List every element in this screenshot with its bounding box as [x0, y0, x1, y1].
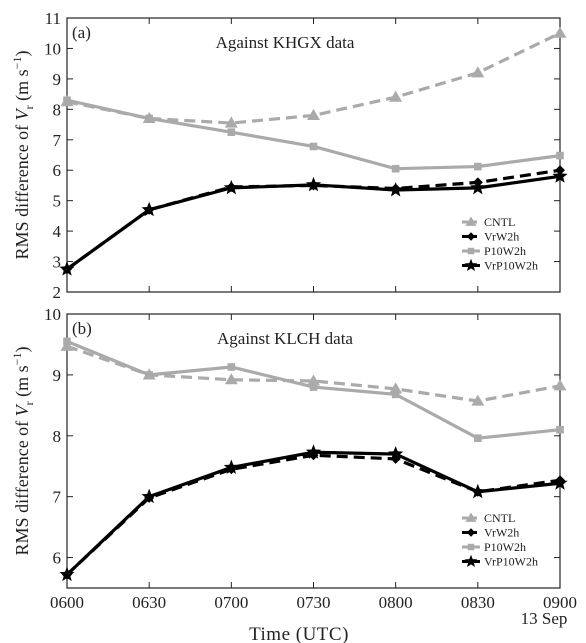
- panel-a-ytick-label: 3: [53, 253, 62, 272]
- panel-a-series-cntl-point: [389, 90, 403, 102]
- panel-b-series-cntl-point: [224, 373, 238, 385]
- panel-b-ytick-label: 6: [53, 549, 62, 568]
- panel-a-series-p10w2h-point: [227, 128, 236, 136]
- panel-a-series-p10w2h-point: [63, 96, 71, 104]
- panel-a-legend-marker: [464, 258, 478, 271]
- panel-a-series-vrp10w2h-point: [552, 168, 568, 183]
- panel-b-legend-marker: [465, 512, 477, 522]
- panel-b: 6 7 8 9 10 0600 0630 0700 0730 0800 0830 0900 (b) Aga…: [10, 305, 577, 612]
- panel-b-series-vrp10w2h-point: [552, 475, 568, 490]
- panels-group: 2 3 4 5 6 7 8 9 10 11 (a) Against KHGX data RMS diff…: [10, 9, 577, 612]
- panel-a-series-cntl-point: [471, 66, 485, 78]
- panel-b-legend-label: VrW2h: [484, 526, 519, 540]
- x-tick-label: 0730: [297, 593, 331, 612]
- panel-a-series-p10w2h-point: [556, 151, 564, 160]
- panel-b-legend-marker: [464, 554, 478, 567]
- x-tick-label: 0700: [214, 593, 248, 612]
- panel-b-ytick-label: 7: [53, 488, 62, 507]
- panel-a-legend-marker: [467, 247, 475, 255]
- panel-a-ytick-label: 11: [45, 9, 61, 28]
- x-axis-label: Time (UTC): [249, 624, 349, 643]
- panel-a-legend-label: VrP10W2h: [484, 259, 538, 273]
- panel-a: 2 3 4 5 6 7 8 9 10 11 (a) Against KHGX data RMS diff…: [10, 9, 568, 302]
- panel-a-legend-label: P10W2h: [484, 244, 526, 258]
- panel-a-title: Against KHGX data: [216, 33, 355, 52]
- panel-b-series-cntl-line: [66, 344, 561, 403]
- panel-a-legend-label: VrW2h: [484, 230, 519, 244]
- panel-b-ytick-label: 8: [53, 427, 62, 446]
- panel-b-series-p10w2h-point: [391, 390, 400, 399]
- panel-b-series-cntl: [60, 339, 567, 406]
- panel-a-series-p10w2h-point: [391, 164, 400, 173]
- panel-b-series-cntl-point: [471, 394, 485, 406]
- panel-a-series-vrp10w2h-point: [305, 176, 322, 192]
- x-tick-label: 0900: [543, 593, 577, 612]
- panel-a-series-cntl-point: [224, 116, 238, 128]
- panel-b-y-axis-label: RMS difference of Vr (m s−1): [10, 347, 36, 556]
- panel-a-series-vrp10w2h-point: [141, 201, 157, 217]
- panel-b-series-p10w2h-point: [63, 337, 71, 346]
- panel-b-label: (b): [72, 319, 92, 338]
- panel-a-ytick-label: 6: [53, 161, 62, 180]
- x-tick-label: 0830: [461, 593, 495, 612]
- panel-b-series-p10w2h-point: [145, 371, 153, 379]
- panel-b-legend-marker: [467, 543, 475, 551]
- panel-a-series-cntl-point: [307, 108, 320, 120]
- panel-a-series-vrp10w2h-point: [223, 179, 239, 195]
- panel-a-ytick-label: 7: [53, 131, 62, 150]
- panel-b-series-p10w2h-point: [227, 363, 236, 371]
- panel-a-series-cntl-point: [553, 26, 567, 38]
- panel-b-series-p10w2h: [63, 337, 564, 443]
- panel-a-series-p10w2h: [63, 96, 564, 173]
- panel-a-legend-marker: [466, 232, 476, 241]
- panel-b-series-p10w2h-point: [474, 434, 482, 443]
- panel-a-ytick-label: 2: [53, 283, 62, 302]
- panel-b-ytick-label: 10: [44, 305, 61, 324]
- panel-a-series-p10w2h-point: [309, 142, 318, 151]
- panel-b-series-vrp10w2h: [59, 444, 568, 582]
- panel-b-series-cntl-point: [60, 339, 74, 351]
- panel-b-ytick-label: 9: [53, 366, 62, 385]
- panel-b-series-vrp10w2h-point: [141, 488, 157, 504]
- panel-a-ytick-label: 8: [53, 100, 62, 119]
- x-tick-label: 0800: [379, 593, 413, 612]
- panel-a-series-vrp10w2h-point: [388, 182, 404, 197]
- panel-b-legend-label: P10W2h: [484, 540, 526, 554]
- panel-a-series-p10w2h-point: [474, 162, 482, 171]
- panel-b-series-cntl-point: [553, 379, 567, 391]
- panel-b-series-vrp10w2h-point: [470, 483, 486, 499]
- panel-a-ytick-label: 4: [53, 222, 62, 241]
- panel-b-legend-label: CNTL: [484, 511, 515, 525]
- panel-b-series-p10w2h-point: [556, 425, 564, 434]
- panel-a-series-vrp10w2h-point: [59, 261, 75, 276]
- x-tick-label: 0600: [50, 593, 84, 612]
- panel-a-y-axis-label: RMS difference of Vr (m s−1): [10, 51, 36, 260]
- panel-b-series-vrp10w2h-point: [223, 459, 239, 474]
- date-label: 13 Sep: [521, 609, 568, 628]
- panel-a-label: (a): [72, 23, 91, 42]
- panel-a-legend-label: CNTL: [484, 215, 515, 229]
- panel-b-title: Against KLCH data: [217, 329, 353, 348]
- panel-a-series-vrp10w2h-point: [470, 179, 486, 195]
- panel-a-series-p10w2h-point: [145, 114, 153, 123]
- panel-b-legend-label: VrP10W2h: [484, 555, 538, 569]
- panel-a-ytick-label: 9: [53, 70, 62, 89]
- panel-a-ytick-label: 10: [44, 39, 61, 58]
- panel-b-legend-marker: [466, 528, 476, 537]
- panel-a-legend-marker: [465, 216, 477, 226]
- panel-a-series-vrp10w2h: [59, 168, 568, 276]
- panel-b-series-vrp10w2h-point: [388, 446, 404, 461]
- panel-b-series-p10w2h-point: [309, 383, 318, 391]
- panel-a-ytick-label: 5: [53, 192, 62, 211]
- panel-b-series-vrp10w2h-point: [59, 566, 75, 582]
- panel-b-series-vrp10w2h-point: [305, 444, 322, 459]
- panel-b-series-cntl-point: [307, 374, 320, 386]
- x-tick-label: 0630: [132, 593, 166, 612]
